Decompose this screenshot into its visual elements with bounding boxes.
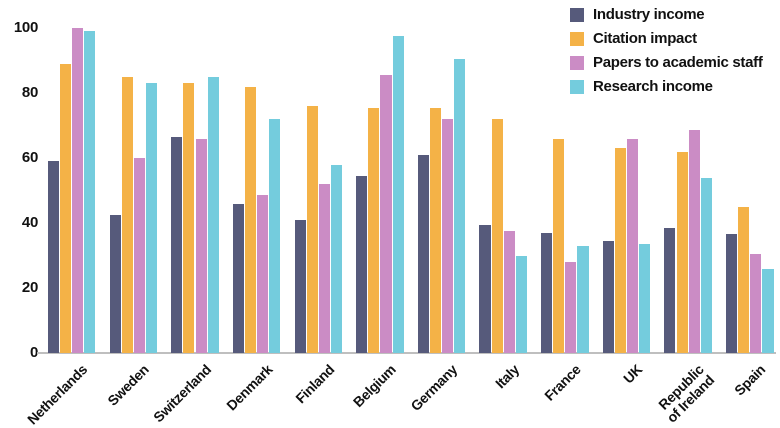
bar-industry-income <box>232 203 244 353</box>
bar-industry-income <box>664 227 676 353</box>
x-axis-label-spain: Spain <box>731 361 769 399</box>
bar-papers-to-academic-staff <box>503 231 515 353</box>
legend-label: Citation impact <box>593 30 697 47</box>
x-axis-label-uk: UK <box>619 361 646 387</box>
y-tick-label-100: 100 <box>13 19 38 36</box>
x-axis-label-germany: Germany <box>407 361 461 415</box>
bar-research-income <box>639 244 651 353</box>
bar-papers-to-academic-staff <box>750 253 762 353</box>
bar-industry-income <box>48 161 60 353</box>
x-axis-label-netherlands: Netherlands <box>24 361 91 428</box>
bar-citation-impact <box>614 148 626 353</box>
y-tick-label-80: 80 <box>21 84 38 101</box>
bar-citation-impact <box>676 151 688 353</box>
bar-group-netherlands <box>48 28 96 353</box>
legend-item-citation-impact: Citation impact <box>570 31 763 46</box>
bar-research-income <box>515 255 527 353</box>
bar-papers-to-academic-staff <box>627 138 639 353</box>
bar-papers-to-academic-staff <box>195 138 207 353</box>
bar-group-italy <box>479 28 527 353</box>
legend-swatch-icon <box>570 79 584 94</box>
bar-papers-to-academic-staff <box>257 195 269 353</box>
bar-industry-income <box>602 240 614 353</box>
legend: Industry income Citation impact Papers to … <box>570 7 763 94</box>
bar-research-income <box>577 245 589 353</box>
legend-label: Papers to academic staff <box>593 54 763 71</box>
plot-area <box>0 28 780 353</box>
bar-research-income <box>700 177 712 353</box>
bar-citation-impact <box>60 63 72 353</box>
bar-group-france <box>541 28 589 353</box>
bar-group-germany <box>417 28 466 353</box>
y-tick-label-0: 0 <box>29 344 38 361</box>
bar-research-income <box>762 268 774 353</box>
y-tick-label-20: 20 <box>21 279 38 296</box>
bar-group-spain <box>726 28 774 353</box>
bar-group-belgium <box>356 28 404 353</box>
bar-citation-impact <box>121 76 133 353</box>
legend-label: Research income <box>593 78 713 95</box>
y-tick-label-40: 40 <box>21 214 38 231</box>
y-tick-label-60: 60 <box>21 149 38 166</box>
bar-papers-to-academic-staff <box>72 28 84 353</box>
legend-label: Industry income <box>593 6 705 23</box>
bar-research-income <box>392 36 404 353</box>
bar-research-income <box>269 119 281 353</box>
bar-industry-income <box>726 234 738 353</box>
bar-industry-income <box>294 219 306 353</box>
legend-swatch-icon <box>570 7 584 22</box>
bar-papers-to-academic-staff <box>688 130 700 353</box>
bar-citation-impact <box>368 107 380 353</box>
legend-swatch-icon <box>570 55 584 70</box>
bar-industry-income <box>479 224 491 353</box>
bar-papers-to-academic-staff <box>442 119 454 353</box>
legend-swatch-icon <box>570 31 584 46</box>
bar-group-finland <box>294 28 343 353</box>
bar-papers-to-academic-staff <box>318 184 330 353</box>
bar-industry-income <box>171 136 183 353</box>
bar-research-income <box>84 31 96 353</box>
x-axis-label-denmark: Denmark <box>223 361 276 414</box>
x-axis-line <box>37 352 776 354</box>
bar-industry-income <box>541 232 553 353</box>
bar-papers-to-academic-staff <box>565 262 577 353</box>
x-axis-label-finland: Finland <box>291 361 337 407</box>
x-axis-label-belgium: Belgium <box>349 361 399 411</box>
bar-group-denmark <box>232 28 281 353</box>
bar-papers-to-academic-staff <box>380 75 392 353</box>
x-axis-label-italy: Italy <box>491 361 522 392</box>
x-axis-label-sweden: Sweden <box>104 361 152 409</box>
bar-industry-income <box>356 175 368 353</box>
bar-citation-impact <box>245 86 257 353</box>
legend-item-papers-to-academic-staff: Papers to academic staff <box>570 55 763 70</box>
bar-citation-impact <box>738 206 750 353</box>
bar-citation-impact <box>306 106 318 353</box>
bar-group-republic-of-ireland <box>664 28 712 353</box>
legend-item-industry-income: Industry income <box>570 7 763 22</box>
bar-research-income <box>454 58 466 353</box>
bar-research-income <box>146 83 158 353</box>
bar-group-switzerland <box>171 28 219 353</box>
bar-citation-impact <box>491 119 503 353</box>
bar-citation-impact <box>429 107 442 353</box>
bar-citation-impact <box>553 138 565 353</box>
x-axis-label-republic-of-ireland: Republic of Ireland <box>655 361 718 426</box>
bar-industry-income <box>109 214 121 353</box>
legend-item-research-income: Research income <box>570 79 763 94</box>
x-axis-label-switzerland: Switzerland <box>149 361 214 426</box>
bar-research-income <box>207 76 219 353</box>
bar-research-income <box>330 164 343 353</box>
bar-group-sweden <box>109 28 158 353</box>
bar-group-uk <box>602 28 651 353</box>
x-axis-label-france: France <box>540 361 584 404</box>
bar-citation-impact <box>183 83 195 353</box>
bar-industry-income <box>417 154 429 353</box>
bar-papers-to-academic-staff <box>133 158 145 353</box>
